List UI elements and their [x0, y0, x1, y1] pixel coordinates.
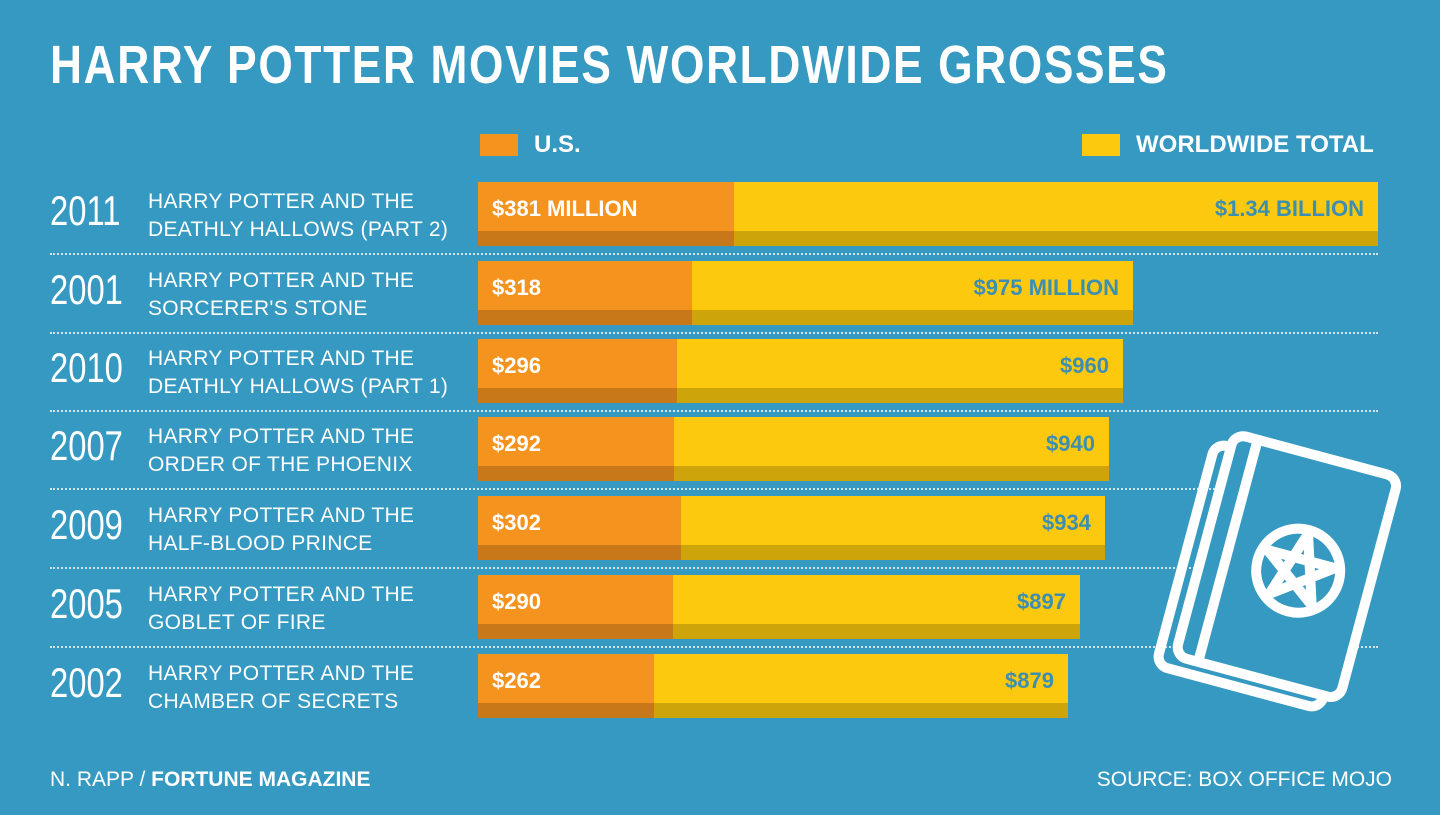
row-divider	[50, 332, 1378, 334]
row-divider	[50, 567, 1378, 569]
row-movie-title: HARRY POTTER AND THE HALF-BLOOD PRINCE	[148, 504, 415, 555]
row-year: 2010	[50, 344, 123, 391]
legend-label-worldwide: WORLDWIDE TOTAL	[1136, 131, 1374, 158]
row-movie-title: HARRY POTTER AND THE GOBLET OF FIRE	[148, 583, 415, 634]
row-year: 2007	[50, 422, 123, 469]
bar-label-us: $290	[492, 589, 541, 614]
row-year: 2005	[50, 580, 123, 627]
source-note: SOURCE: BOX OFFICE MOJO	[1096, 768, 1392, 791]
bar-label-us: $318	[492, 275, 541, 300]
bar-row: 2010 HARRY POTTER AND THE DEATHLY HALLOWS…	[0, 339, 1440, 403]
bar-row: 2002 HARRY POTTER AND THE CHAMBER OF SECR…	[0, 654, 1440, 718]
row-divider	[50, 253, 1378, 255]
credit-author: N. RAPP /	[50, 768, 146, 791]
row-year: 2002	[50, 659, 123, 706]
row-year: 2009	[50, 501, 123, 548]
row-movie-title: HARRY POTTER AND THE DEATHLY HALLOWS (PA…	[148, 347, 449, 398]
legend-swatch-us	[480, 134, 518, 156]
row-movie-title: HARRY POTTER AND THE ORDER OF THE PHOENI…	[148, 425, 415, 476]
row-divider	[50, 488, 1378, 490]
row-divider	[50, 410, 1378, 412]
row-divider	[50, 646, 1378, 648]
bar-us: $318	[478, 261, 692, 325]
bar-label-worldwide: $879	[1005, 668, 1054, 693]
bar-label-worldwide: $940	[1046, 431, 1095, 456]
chart-title: HARRY POTTER MOVIES WORLDWIDE GROSSES	[50, 35, 1169, 95]
bar-row: 2009 HARRY POTTER AND THE HALF-BLOOD PRIN…	[0, 496, 1440, 560]
legend-worldwide: WORLDWIDE TOTAL	[1082, 131, 1374, 159]
bar-label-us: $381 MILLION	[492, 196, 638, 221]
credit-publication: FORTUNE MAGAZINE	[151, 768, 371, 791]
bar-us: $302	[478, 496, 681, 560]
bar-label-us: $292	[492, 431, 541, 456]
bar-row: 2001 HARRY POTTER AND THE SORCERER'S STON…	[0, 261, 1440, 325]
bar-label-worldwide: $1.34 BILLION	[1214, 196, 1364, 221]
row-year: 2011	[50, 187, 121, 234]
bar-row: 2007 HARRY POTTER AND THE ORDER OF THE PH…	[0, 417, 1440, 481]
row-year: 2001	[50, 266, 123, 313]
bar-label-worldwide: $897	[1017, 589, 1066, 614]
credit: N. RAPP / FORTUNE MAGAZINE	[50, 768, 370, 792]
bar-label-worldwide: $960	[1060, 353, 1109, 378]
bar-us: $290	[478, 575, 673, 639]
legend-label-us: U.S.	[534, 131, 581, 158]
bar-label-us: $296	[492, 353, 541, 378]
bar-label-us: $302	[492, 510, 541, 535]
legend-us: U.S.	[480, 131, 581, 159]
legend-swatch-worldwide	[1082, 134, 1120, 156]
bar-label-us: $262	[492, 668, 541, 693]
row-movie-title: HARRY POTTER AND THE DEATHLY HALLOWS (PA…	[148, 190, 449, 241]
bar-label-worldwide: $975 MILLION	[973, 275, 1119, 300]
bar-us: $292	[478, 417, 674, 481]
bar-row: 2011 HARRY POTTER AND THE DEATHLY HALLOWS…	[0, 182, 1440, 246]
bar-row: 2005 HARRY POTTER AND THE GOBLET OF FIRE $…	[0, 575, 1440, 639]
bar-label-worldwide: $934	[1042, 510, 1091, 535]
bar-us: $262	[478, 654, 654, 718]
spellbook-pentagram-icon	[1153, 431, 1402, 712]
bar-us: $296	[478, 339, 677, 403]
row-movie-title: HARRY POTTER AND THE CHAMBER OF SECRETS	[148, 662, 415, 713]
bar-us: $381 MILLION	[478, 182, 734, 246]
row-movie-title: HARRY POTTER AND THE SORCERER'S STONE	[148, 269, 415, 320]
